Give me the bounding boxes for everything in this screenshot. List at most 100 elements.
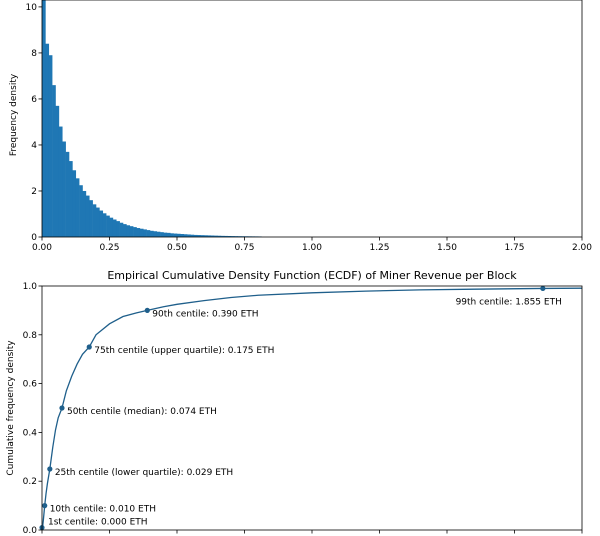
ecdf-y-tick-label: 0.8 xyxy=(23,331,38,341)
ecdf-centile-label: 99th centile: 1.855 ETH xyxy=(456,297,562,307)
ecdf-centile-marker xyxy=(59,405,65,411)
histogram-bar xyxy=(62,141,66,237)
histogram-bar xyxy=(200,235,205,237)
ecdf-chart-title: Empirical Cumulative Density Function (E… xyxy=(107,269,517,282)
histogram-bar xyxy=(160,232,164,237)
histogram-bar xyxy=(85,195,90,237)
histogram-bar xyxy=(72,170,77,237)
histogram-bar xyxy=(69,161,73,237)
histogram-bar xyxy=(139,228,144,237)
histogram-bar xyxy=(150,230,154,237)
ecdf-centile-label: 25th centile (lower quartile): 0.029 ETH xyxy=(55,468,233,478)
histogram-bar xyxy=(99,210,104,237)
histogram-bar xyxy=(123,224,127,237)
histogram-x-tick-label: 1.50 xyxy=(437,243,457,253)
histogram-bar xyxy=(163,232,168,237)
histogram-x-tick-label: 0.25 xyxy=(99,243,119,253)
histogram-x-tick-label: 1.00 xyxy=(302,243,322,253)
ecdf-series-line xyxy=(41,287,583,531)
histogram-bar xyxy=(133,227,137,237)
ecdf-y-tick-label: 0.0 xyxy=(23,526,38,536)
histogram-y-tick-label: 10 xyxy=(26,3,38,13)
histogram-bar xyxy=(55,105,60,237)
histogram-y-tick-label: 6 xyxy=(31,95,37,105)
histogram-bar xyxy=(187,234,191,237)
histogram-bar xyxy=(65,151,70,237)
ecdf-panel: Empirical Cumulative Density Function (E… xyxy=(6,269,583,536)
histogram-bar xyxy=(112,219,117,237)
histogram-bar xyxy=(193,234,198,237)
ecdf-centile-annotations: 1st centile: 0.000 ETH 10th centile: 0.01… xyxy=(48,297,562,527)
histogram-bar xyxy=(48,55,53,237)
histogram-bar xyxy=(234,236,239,237)
histogram-bar xyxy=(156,231,161,237)
histogram-bar xyxy=(231,236,235,237)
histogram-x-tick-label: 0.00 xyxy=(32,243,52,253)
ecdf-centile-marker xyxy=(47,466,53,472)
histogram-bar xyxy=(204,235,208,237)
ecdf-y-ticks: 0.0 0.2 0.4 0.6 0.8 1.0 xyxy=(23,282,42,536)
histogram-bar xyxy=(170,233,174,237)
histogram-panel: 0 2 4 6 8 10 0.00 0.25 0.50 0.75 1.00 1.25 1.50 1.75… xyxy=(9,0,592,253)
histogram-bar xyxy=(220,235,225,237)
ecdf-centile-label: 10th centile: 0.010 ETH xyxy=(50,505,156,515)
histogram-bar xyxy=(143,229,147,237)
histogram-y-tick-label: 0 xyxy=(31,233,37,243)
ecdf-centile-marker xyxy=(144,307,150,313)
histogram-bar xyxy=(210,235,215,237)
histogram-x-tick-label: 1.25 xyxy=(369,243,389,253)
histogram-plot-frame xyxy=(41,0,583,238)
ecdf-y-tick-label: 0.4 xyxy=(23,428,38,438)
ecdf-y-axis-label: Cumulative frequency density xyxy=(6,340,16,476)
histogram-bar xyxy=(177,233,181,237)
histogram-bar xyxy=(126,225,131,237)
histogram-bar xyxy=(45,43,50,237)
ecdf-centile-label: 90th centile: 0.390 ETH xyxy=(152,309,258,319)
ecdf-centile-marker xyxy=(42,503,48,509)
histogram-bar xyxy=(96,207,100,237)
histogram-bar xyxy=(153,231,158,237)
histogram-bar xyxy=(75,178,80,237)
histogram-x-tick-label: 0.75 xyxy=(234,243,254,253)
histogram-bar xyxy=(183,234,188,237)
histogram-y-tick-label: 8 xyxy=(31,49,37,59)
histogram-y-tick-label: 2 xyxy=(31,187,37,197)
ecdf-centile-label: 75th centile (upper quartile): 0.175 ETH xyxy=(94,346,274,356)
histogram-x-tick-label: 2.00 xyxy=(572,243,592,253)
histogram-y-ticks: 0 2 4 6 8 10 xyxy=(26,3,42,243)
histogram-bar xyxy=(190,234,195,237)
ecdf-centile-markers xyxy=(39,285,546,531)
histogram-bar xyxy=(42,0,46,237)
histogram-bar xyxy=(146,230,151,237)
histogram-bar xyxy=(102,213,107,237)
ecdf-y-tick-label: 1.0 xyxy=(23,282,38,292)
histogram-bar xyxy=(214,235,218,237)
histogram-bar xyxy=(217,235,222,237)
histogram-y-axis-label: Frequency density xyxy=(9,73,19,156)
histogram-bar xyxy=(129,226,134,237)
histogram-y-tick-label: 4 xyxy=(31,141,37,151)
histogram-bar xyxy=(180,234,185,237)
histogram-bar xyxy=(237,236,242,237)
histogram-bar xyxy=(119,222,124,237)
ecdf-centile-label: 50th centile (median): 0.074 ETH xyxy=(67,407,217,417)
histogram-bar xyxy=(197,235,201,237)
histogram-bar xyxy=(52,85,56,237)
histogram-bar xyxy=(116,221,120,237)
histogram-bar xyxy=(79,185,83,237)
histogram-x-tick-label: 1.75 xyxy=(504,243,524,253)
histogram-x-tick-label: 0.50 xyxy=(167,243,187,253)
histogram-bar xyxy=(224,235,228,237)
histogram-bar xyxy=(166,232,171,237)
ecdf-centile-marker xyxy=(540,285,546,292)
histogram-bar xyxy=(92,204,97,237)
ecdf-y-tick-label: 0.2 xyxy=(23,477,37,487)
ecdf-y-tick-label: 0.6 xyxy=(23,380,38,390)
ecdf-x-ticks xyxy=(41,530,583,534)
histogram-bar xyxy=(82,190,87,237)
histogram-bar xyxy=(227,235,232,237)
histogram-bar xyxy=(136,228,141,237)
histogram-bars xyxy=(42,0,262,237)
histogram-x-ticks: 0.00 0.25 0.50 0.75 1.00 1.25 1.50 1.75 2.00 xyxy=(32,237,592,253)
